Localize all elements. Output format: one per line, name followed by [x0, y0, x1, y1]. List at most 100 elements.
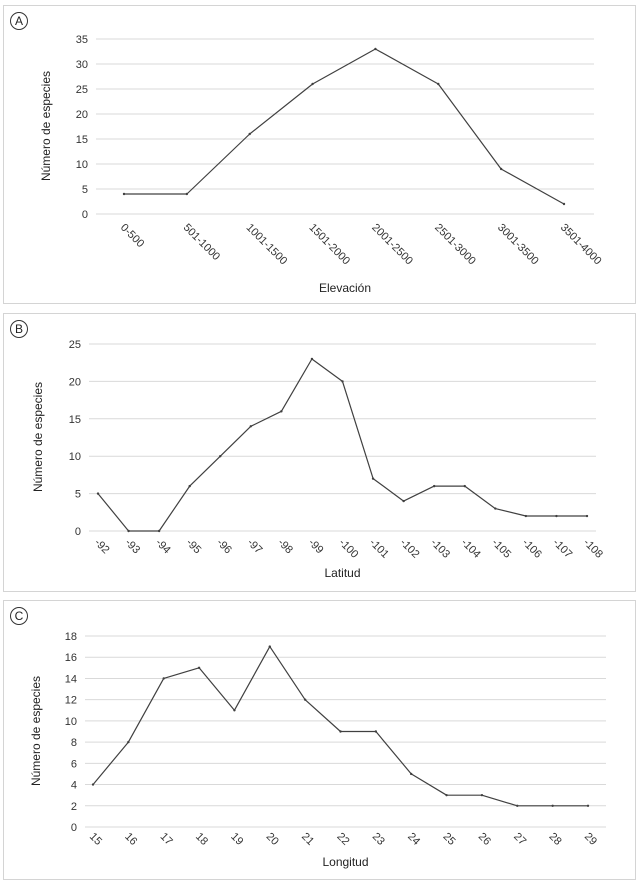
y-tick-label: 5 — [82, 184, 88, 196]
data-point — [197, 666, 201, 670]
x-tick-label: -93 — [122, 537, 142, 557]
data-point — [445, 793, 448, 797]
x-tick-label: -96 — [214, 537, 234, 557]
x-tick-label: 0-500 — [118, 222, 146, 250]
x-tick-label: 18 — [193, 831, 210, 848]
data-point — [127, 740, 130, 744]
data-point — [162, 677, 165, 680]
x-tick-label: -97 — [245, 537, 265, 557]
x-tick-label: -94 — [153, 537, 173, 557]
x-axis-title: Latitud — [324, 566, 360, 580]
data-point — [551, 804, 554, 807]
x-tick-label: -104 — [459, 537, 483, 561]
x-tick-label: -108 — [581, 537, 605, 561]
data-point — [303, 698, 307, 701]
y-axis-title: Número de especies — [29, 676, 43, 786]
x-tick-label: 29 — [582, 831, 599, 848]
panel-label: C — [10, 607, 28, 625]
y-tick-label: 25 — [69, 339, 81, 351]
series-line — [92, 645, 588, 807]
panel-label: B — [10, 320, 28, 338]
x-tick-label: 23 — [370, 831, 387, 848]
y-tick-label: 14 — [65, 673, 77, 685]
data-point — [249, 425, 253, 428]
data-point — [339, 730, 342, 733]
data-point — [410, 772, 413, 776]
x-tick-label: 1501-2000 — [306, 222, 352, 268]
data-point — [341, 380, 344, 383]
x-tick-label: -98 — [275, 537, 295, 557]
x-tick-label: 22 — [334, 831, 351, 848]
data-point — [122, 192, 126, 196]
x-tick-label: -103 — [428, 537, 452, 561]
data-point — [310, 357, 314, 361]
data-point — [127, 529, 130, 533]
y-tick-label: 2 — [71, 801, 77, 813]
y-tick-label: 30 — [76, 59, 88, 71]
y-tick-label: 15 — [69, 414, 81, 426]
x-tick-label: 2501-3000 — [432, 222, 478, 268]
y-tick-label: 0 — [75, 526, 81, 538]
data-point — [188, 484, 191, 488]
y-tick-label: 20 — [69, 376, 81, 388]
x-tick-label: 17 — [158, 831, 175, 848]
y-axis-title: Número de especies — [31, 382, 45, 492]
series-line — [97, 358, 587, 532]
y-tick-label: 10 — [69, 451, 81, 463]
panel-c: C 0 2 4 6 8 10 12 14 16 18 15 16 17 18 19 20 21 22 23 24 25 2… — [3, 600, 636, 880]
y-tick-label: 15 — [76, 134, 88, 146]
y-tick-label: 10 — [65, 716, 77, 728]
y-tick-label: 0 — [71, 822, 77, 834]
data-point — [402, 499, 405, 503]
y-tick-label: 8 — [71, 737, 77, 749]
x-tick-label: 26 — [476, 831, 493, 848]
y-axis-title: Número de especies — [39, 71, 53, 181]
data-point — [516, 804, 519, 807]
y-tick-label: 12 — [65, 695, 77, 707]
x-tick-label: -95 — [184, 537, 204, 557]
x-tick-label: -99 — [306, 537, 326, 557]
data-point — [494, 507, 497, 510]
x-tick-label: -105 — [489, 537, 513, 561]
y-tick-label: 4 — [71, 780, 77, 792]
x-tick-label: -101 — [367, 537, 391, 561]
data-point — [157, 529, 161, 533]
data-point — [233, 709, 236, 712]
x-tick-label: 28 — [547, 831, 564, 848]
x-tick-label: 25 — [440, 831, 457, 848]
data-point — [268, 645, 271, 648]
data-point — [280, 410, 283, 413]
x-tick-label: 2001-2500 — [369, 222, 415, 268]
data-point — [432, 484, 436, 488]
y-tick-label: 35 — [76, 34, 88, 46]
data-point — [91, 783, 95, 786]
data-point — [586, 804, 590, 807]
x-tick-label: -106 — [520, 537, 544, 561]
x-tick-label: -92 — [92, 537, 112, 557]
panel-a: A 0 5 10 15 20 25 30 35 0-500 501-1000 1001-1500 15… — [3, 5, 636, 304]
x-tick-label: 21 — [299, 831, 316, 848]
y-tick-label: 20 — [76, 109, 88, 121]
x-tick-label: 3501-4000 — [558, 222, 604, 268]
x-tick-label: 1001-1500 — [244, 222, 290, 268]
x-tick-label: 3001-3500 — [495, 222, 541, 268]
x-tick-label: -107 — [550, 537, 574, 561]
panel-b: B 0 5 10 15 20 25 -92 -93 -94 -95 -96 -97 -98 -99 -100… — [3, 313, 636, 592]
y-tick-label: 25 — [76, 84, 88, 96]
x-axis-title: Longitud — [322, 855, 368, 869]
x-tick-label: -100 — [336, 537, 360, 561]
data-point — [463, 484, 466, 488]
x-tick-label: 27 — [511, 831, 528, 848]
data-point — [96, 492, 100, 495]
series-line — [124, 48, 565, 205]
data-point — [480, 793, 484, 797]
data-point — [585, 514, 589, 518]
x-tick-label: 20 — [264, 831, 281, 848]
data-point — [555, 514, 558, 518]
y-tick-label: 10 — [76, 159, 88, 171]
chart-latitude: 0 5 10 15 20 25 -92 -93 -94 -95 -96 -97 -98 -99 -100 -1… — [31, 339, 605, 580]
x-tick-label: 16 — [122, 831, 139, 848]
data-point — [524, 514, 528, 518]
chart-elevation: 0 5 10 15 20 25 30 35 0-500 501-1000 1001-1500 1501… — [39, 34, 604, 295]
